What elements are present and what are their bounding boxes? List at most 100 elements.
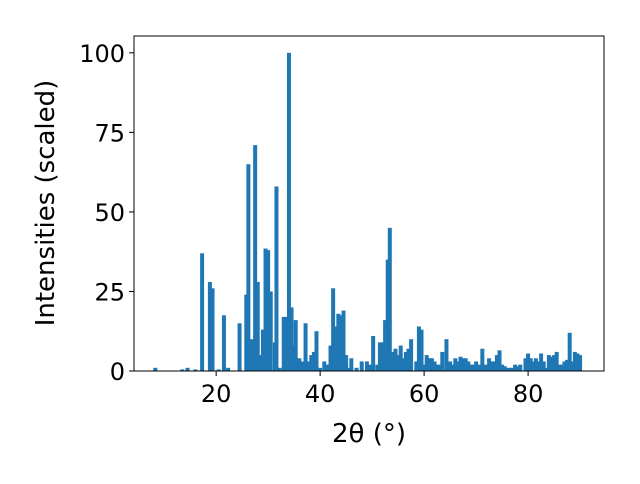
bar [444,339,449,371]
bar [200,253,205,371]
bar [255,281,260,371]
bar [500,364,505,371]
y-tick-label: 25 [94,278,125,306]
bar [567,332,572,371]
bar [523,358,528,371]
bar [401,358,406,371]
bar [515,366,520,371]
bar [461,358,466,371]
bar [546,355,551,371]
bar [281,316,286,371]
bar [210,288,215,371]
bar [258,355,263,371]
bar [309,355,314,371]
bar [346,367,351,371]
bar [303,323,308,371]
bar [494,355,499,371]
bar [260,329,265,371]
bar [338,315,343,371]
bar [466,361,471,371]
bar [377,342,382,371]
bar [341,310,346,371]
y-axis-label: Intensities (scaled) [31,80,61,327]
bar [429,358,434,371]
bar [263,248,268,371]
x-tick-label: 40 [305,380,336,408]
bar [328,345,333,371]
bar [322,361,327,371]
bar [502,366,507,371]
y-tick-label: 0 [110,358,125,386]
bar [393,348,398,371]
bar [387,227,392,371]
bar [549,356,554,371]
bar [253,145,258,371]
bar [531,361,536,371]
bar [403,351,408,371]
bar [371,336,376,371]
bar [497,350,502,371]
x-tick-label: 80 [513,380,544,408]
bar [453,358,458,371]
bar [246,164,251,371]
bar [505,367,510,371]
bar [450,364,455,371]
bar [427,358,432,371]
bar [468,364,473,371]
y-tick-label: 50 [94,199,125,227]
bar [416,326,421,371]
bar [432,361,437,371]
bar [471,364,476,371]
bar [153,367,158,371]
bar [349,358,354,371]
bar [533,358,538,371]
bar [562,361,567,371]
bar [336,313,341,371]
plot-frame [133,35,605,372]
bar [277,367,282,371]
bar [510,367,515,371]
bar [299,361,304,371]
bar [249,339,254,371]
bar [487,358,492,371]
bar [458,356,463,371]
bar [448,361,453,371]
bar [306,361,311,371]
bar [409,339,414,371]
bar [359,361,364,371]
bar [565,359,570,371]
bar [385,259,390,371]
bar [180,369,185,371]
bar [244,294,249,371]
bar [559,364,564,371]
bar [289,307,294,371]
bar [311,351,316,371]
bar [414,361,419,371]
x-axis-label: 2θ (°) [332,419,406,449]
bar [325,364,330,371]
bar [455,361,460,371]
bar [293,320,298,371]
bar [367,364,372,371]
x-tick-label: 60 [409,380,440,408]
bar [526,353,531,371]
bar [333,326,338,371]
bar [398,345,403,371]
bar [492,361,497,371]
bar [207,281,212,371]
bar [544,367,549,371]
bar [440,351,445,371]
bar [390,351,395,371]
bar [216,369,221,371]
bar [513,364,518,371]
bar [221,315,226,371]
bar [463,358,468,371]
bar [539,353,544,371]
bar [383,320,388,371]
bar [437,364,442,371]
bar [435,364,440,371]
bar [528,358,533,371]
bar [518,364,523,371]
